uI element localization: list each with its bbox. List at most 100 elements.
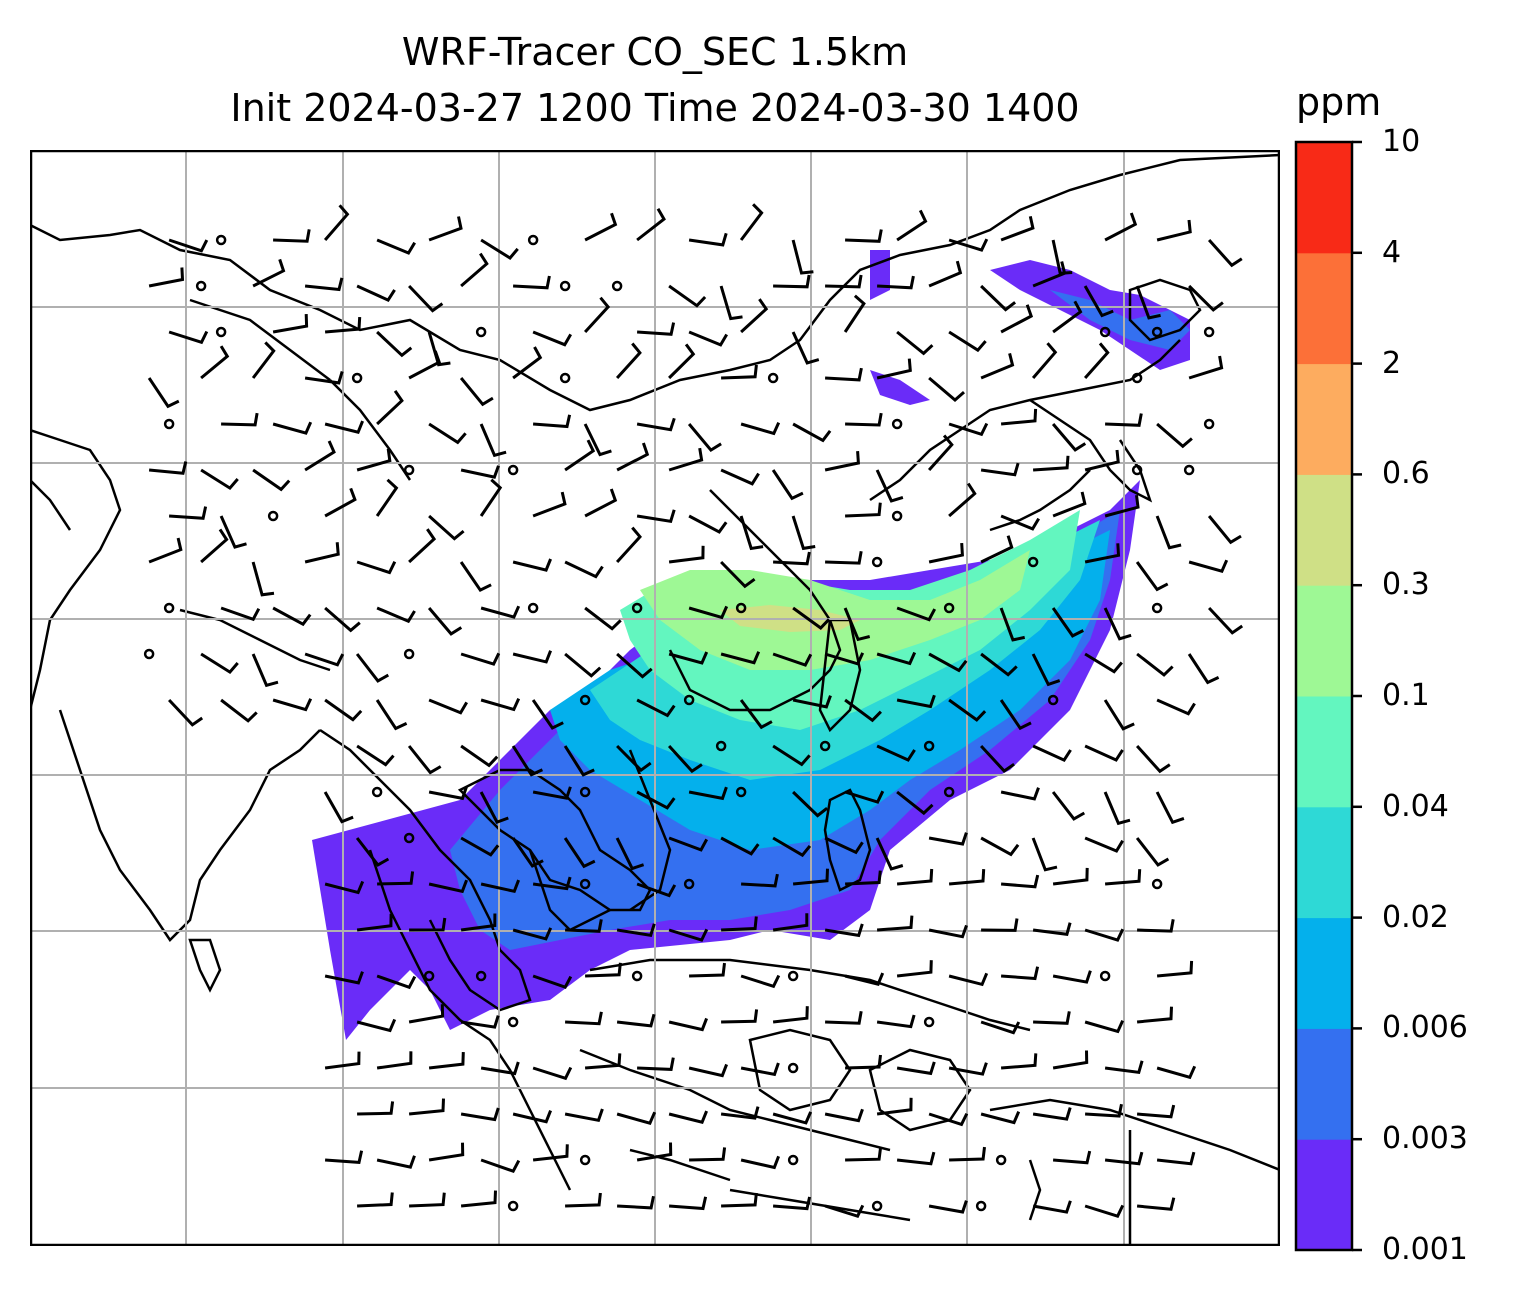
wind-barb [1155,791,1185,825]
wind-barb [460,836,500,857]
wind-barb [511,745,544,777]
calm-wind-marker [579,694,591,706]
map-title-line2: Init 2024-03-27 1200 Time 2024-03-30 140… [230,86,1080,130]
wind-barb [376,1051,413,1070]
wind-barb [1031,653,1061,687]
wind-barb [376,606,416,624]
wind-barb [564,439,596,472]
wind-barb [408,1004,445,1024]
wind-barb [636,790,676,810]
wind-barb [667,744,703,774]
wind-barb [791,331,820,365]
wind-barb [376,330,413,358]
wind-barb [428,216,463,242]
wind-barb [844,790,885,804]
wind-barb [1052,1050,1089,1070]
wind-barb [616,744,652,773]
wind-barb [428,514,465,541]
wind-barb [480,238,519,260]
wind-barb [896,1151,936,1166]
wind-barb [324,487,357,518]
wind-barb [252,258,286,288]
wind-barb [792,606,831,630]
wind-barb [512,927,553,941]
wind-barb [948,698,987,722]
wind-barb [721,1192,758,1208]
wind-barb [928,924,968,939]
wind-barb [1136,652,1174,677]
calm-wind-marker [423,970,435,982]
calm-wind-marker [1203,326,1215,338]
wind-barb [1156,1065,1197,1080]
wind-barb [980,462,1020,477]
wind-barb [532,974,573,990]
wind-barb [408,350,442,380]
calm-wind-marker [735,602,747,614]
wind-barb [532,876,572,891]
wind-barb [304,652,345,667]
wind-barb [147,377,180,409]
calm-wind-marker [943,602,955,614]
wind-barb [772,652,813,667]
wind-barb [1051,239,1073,275]
calm-wind-marker [195,280,207,292]
wind-barb [512,650,552,664]
wind-barb [585,962,622,978]
wind-barb [1135,285,1161,320]
wind-barb [563,837,596,869]
wind-barb [584,606,622,631]
calm-wind-marker [215,326,227,338]
wind-barb [668,1017,709,1032]
wind-barb [376,974,417,990]
wind-barb [948,869,986,886]
calm-wind-marker [559,372,571,384]
wind-barb [1032,922,1072,936]
wind-barb [168,330,209,345]
wind-barb [357,1192,394,1208]
wind-barb [875,837,904,871]
wind-barb [356,448,392,472]
wind-barb [1033,455,1070,472]
colorbar-unit: ppm [1296,80,1382,124]
wind-barb [324,606,361,633]
wind-barb [948,1062,988,1076]
wind-barb [272,421,313,435]
calm-wind-marker [735,786,747,798]
wind-barb [428,1142,465,1162]
wind-barb [1156,698,1196,716]
wind-barb [375,699,408,731]
wind-barb [1188,355,1224,380]
wind-barb [480,1061,520,1076]
wind-barb [428,1052,465,1070]
wind-barb [740,1062,780,1077]
wind-barb [1156,1151,1196,1166]
wind-barb [720,651,761,665]
wind-barb [460,465,500,479]
wind-barb [1052,867,1089,886]
wind-barb [928,376,965,402]
colorbar-tick-label: 0.003 [1382,1121,1468,1157]
wind-barb [460,1190,497,1208]
wind-barb [896,1061,936,1076]
wind-barb [824,652,865,666]
wind-barb [1032,744,1072,763]
wind-barb [948,972,989,987]
wind-barb [564,652,602,678]
wind-barb [323,791,354,824]
wind-barb [1052,491,1087,518]
wind-barb [845,1054,882,1070]
wind-barb [688,1063,729,1078]
wind-barb [1135,837,1170,867]
wind-barb [616,1013,656,1028]
wind-barb [427,607,463,636]
colorbar-tick-label: 10 [1382,124,1421,159]
calm-wind-marker [787,970,799,982]
wind-barb [845,1147,883,1162]
wind-barb [532,1144,569,1162]
wind-barb [616,442,650,472]
wind-barb [200,345,230,380]
wind-barb [616,652,653,679]
wind-barb [948,238,989,252]
calm-wind-marker [1099,326,1111,338]
wind-barb [876,915,914,932]
